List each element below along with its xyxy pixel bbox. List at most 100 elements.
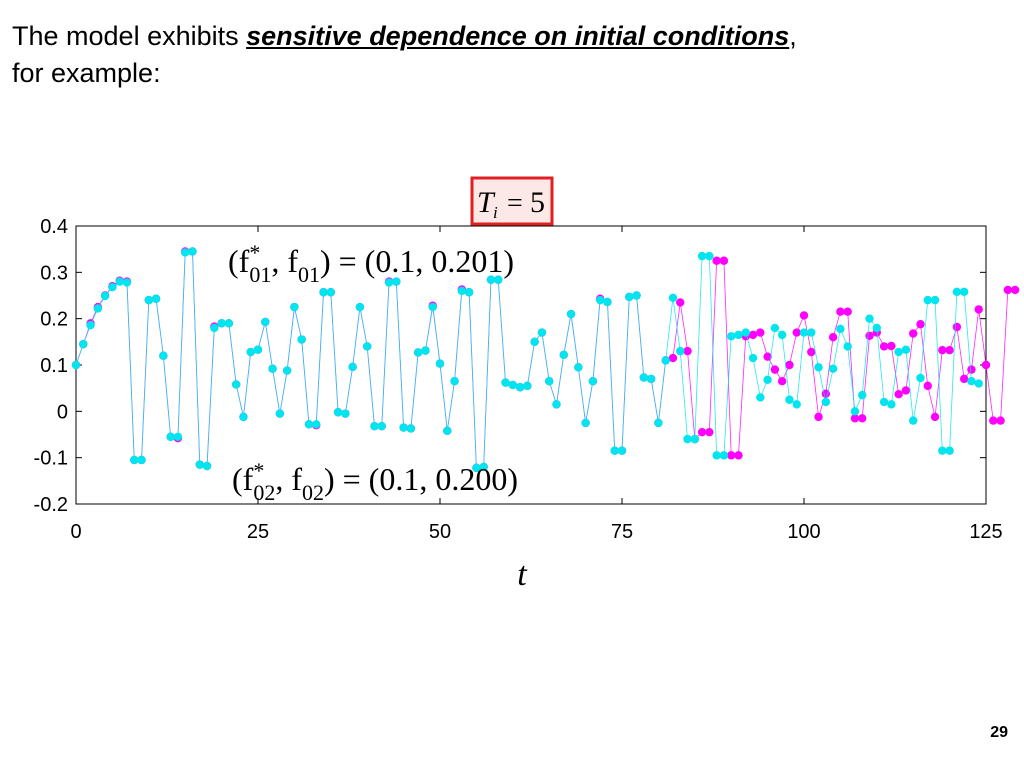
data-point	[705, 427, 714, 437]
data-point	[814, 363, 823, 372]
data-point	[807, 328, 816, 337]
data-point	[719, 256, 729, 265]
x-axis-label: t	[517, 556, 528, 593]
x-tick-label: 75	[611, 521, 633, 543]
series-line	[75, 251, 1016, 469]
data-point	[93, 304, 103, 313]
data-point	[202, 461, 212, 471]
data-point	[363, 342, 372, 351]
data-point	[792, 400, 801, 409]
data-point	[501, 378, 510, 387]
y-tick-label: 0.4	[40, 216, 68, 238]
data-point	[887, 400, 896, 409]
heading-prefix: The model exhibits	[12, 21, 247, 51]
data-point	[508, 380, 517, 390]
data-point	[639, 373, 649, 382]
data-point	[341, 409, 350, 418]
data-point	[115, 277, 124, 286]
data-point	[166, 432, 175, 442]
series-1	[71, 247, 1020, 473]
data-point	[595, 295, 605, 305]
annotation-upper-text: (f* 01, f01) = (0.1, 0.201)	[228, 240, 514, 287]
heading-line-two: for example:	[12, 58, 161, 88]
x-tick-label: 50	[429, 521, 451, 543]
data-point	[763, 375, 772, 385]
y-tick-label: -0.1	[34, 448, 68, 470]
data-point	[210, 323, 219, 333]
y-tick-labels: -0.2 -0.1 0 0.1 0.2 0.3 0.4	[34, 216, 68, 516]
data-point	[654, 418, 663, 428]
data-point	[690, 434, 699, 444]
data-point	[930, 295, 940, 305]
data-point	[1010, 285, 1020, 295]
data-point	[515, 383, 525, 392]
data-point	[261, 317, 270, 327]
param-value: 5	[530, 186, 545, 219]
y-tick-label: 0.1	[40, 355, 68, 377]
data-point	[144, 295, 153, 305]
data-point	[799, 328, 809, 337]
data-point	[843, 307, 852, 316]
data-point	[108, 282, 117, 292]
ann-lower-value: ) = (0.1, 0.200)	[324, 461, 518, 497]
y-tick-label: 0.3	[40, 262, 68, 284]
series-2	[71, 247, 983, 473]
data-point	[923, 381, 932, 391]
data-point	[443, 426, 452, 435]
x-tick-label: 100	[787, 521, 820, 543]
data-point	[887, 341, 896, 351]
data-point	[858, 390, 867, 400]
data-point	[952, 287, 962, 296]
data-point	[770, 323, 780, 333]
data-point	[712, 256, 721, 265]
x-tick-label: 25	[247, 521, 269, 543]
data-point	[195, 460, 204, 469]
data-point	[676, 298, 685, 307]
ann-upper-sub2: 01	[298, 262, 320, 287]
data-point	[996, 416, 1005, 425]
data-point	[719, 451, 729, 460]
data-point	[188, 247, 197, 256]
data-point	[181, 248, 190, 257]
data-point	[457, 286, 467, 296]
data-point	[625, 292, 634, 302]
data-point	[756, 328, 765, 337]
param-subscript: i	[493, 203, 498, 222]
data-point	[435, 359, 445, 368]
data-point	[377, 421, 386, 431]
data-point	[763, 352, 772, 361]
data-point	[530, 337, 539, 347]
data-point	[676, 346, 685, 356]
data-point	[879, 342, 889, 351]
data-point	[588, 377, 598, 386]
annotation-lower-text: (f* 02, f02) = (0.1, 0.200)	[232, 458, 518, 505]
series-line	[75, 251, 979, 469]
data-point	[275, 409, 285, 418]
data-point	[239, 412, 248, 422]
ann-lower-star: *	[253, 458, 264, 483]
data-point	[231, 380, 241, 389]
data-point	[122, 278, 132, 287]
ann-upper-open: (f	[228, 243, 250, 279]
data-point	[384, 278, 394, 287]
data-point	[545, 377, 554, 386]
data-point	[777, 377, 787, 386]
data-point	[938, 446, 947, 455]
data-point	[137, 455, 146, 465]
page-number: 29	[990, 724, 1008, 741]
data-point	[130, 455, 139, 465]
data-point	[748, 353, 758, 363]
data-point	[901, 345, 911, 354]
parameter-box-frame	[470, 176, 554, 226]
data-point	[843, 342, 852, 351]
data-point	[850, 407, 860, 416]
ann-lower-open: (f	[232, 461, 254, 497]
data-point	[559, 350, 568, 360]
heading-suffix: ,	[789, 21, 797, 51]
data-point	[348, 362, 357, 372]
heading-emphasis: sensitive dependence on initial conditio…	[246, 21, 790, 51]
data-point	[821, 389, 831, 398]
y-tick-label: 0	[57, 401, 68, 423]
data-point	[333, 408, 343, 417]
y-tick-label: 0.2	[40, 309, 68, 331]
